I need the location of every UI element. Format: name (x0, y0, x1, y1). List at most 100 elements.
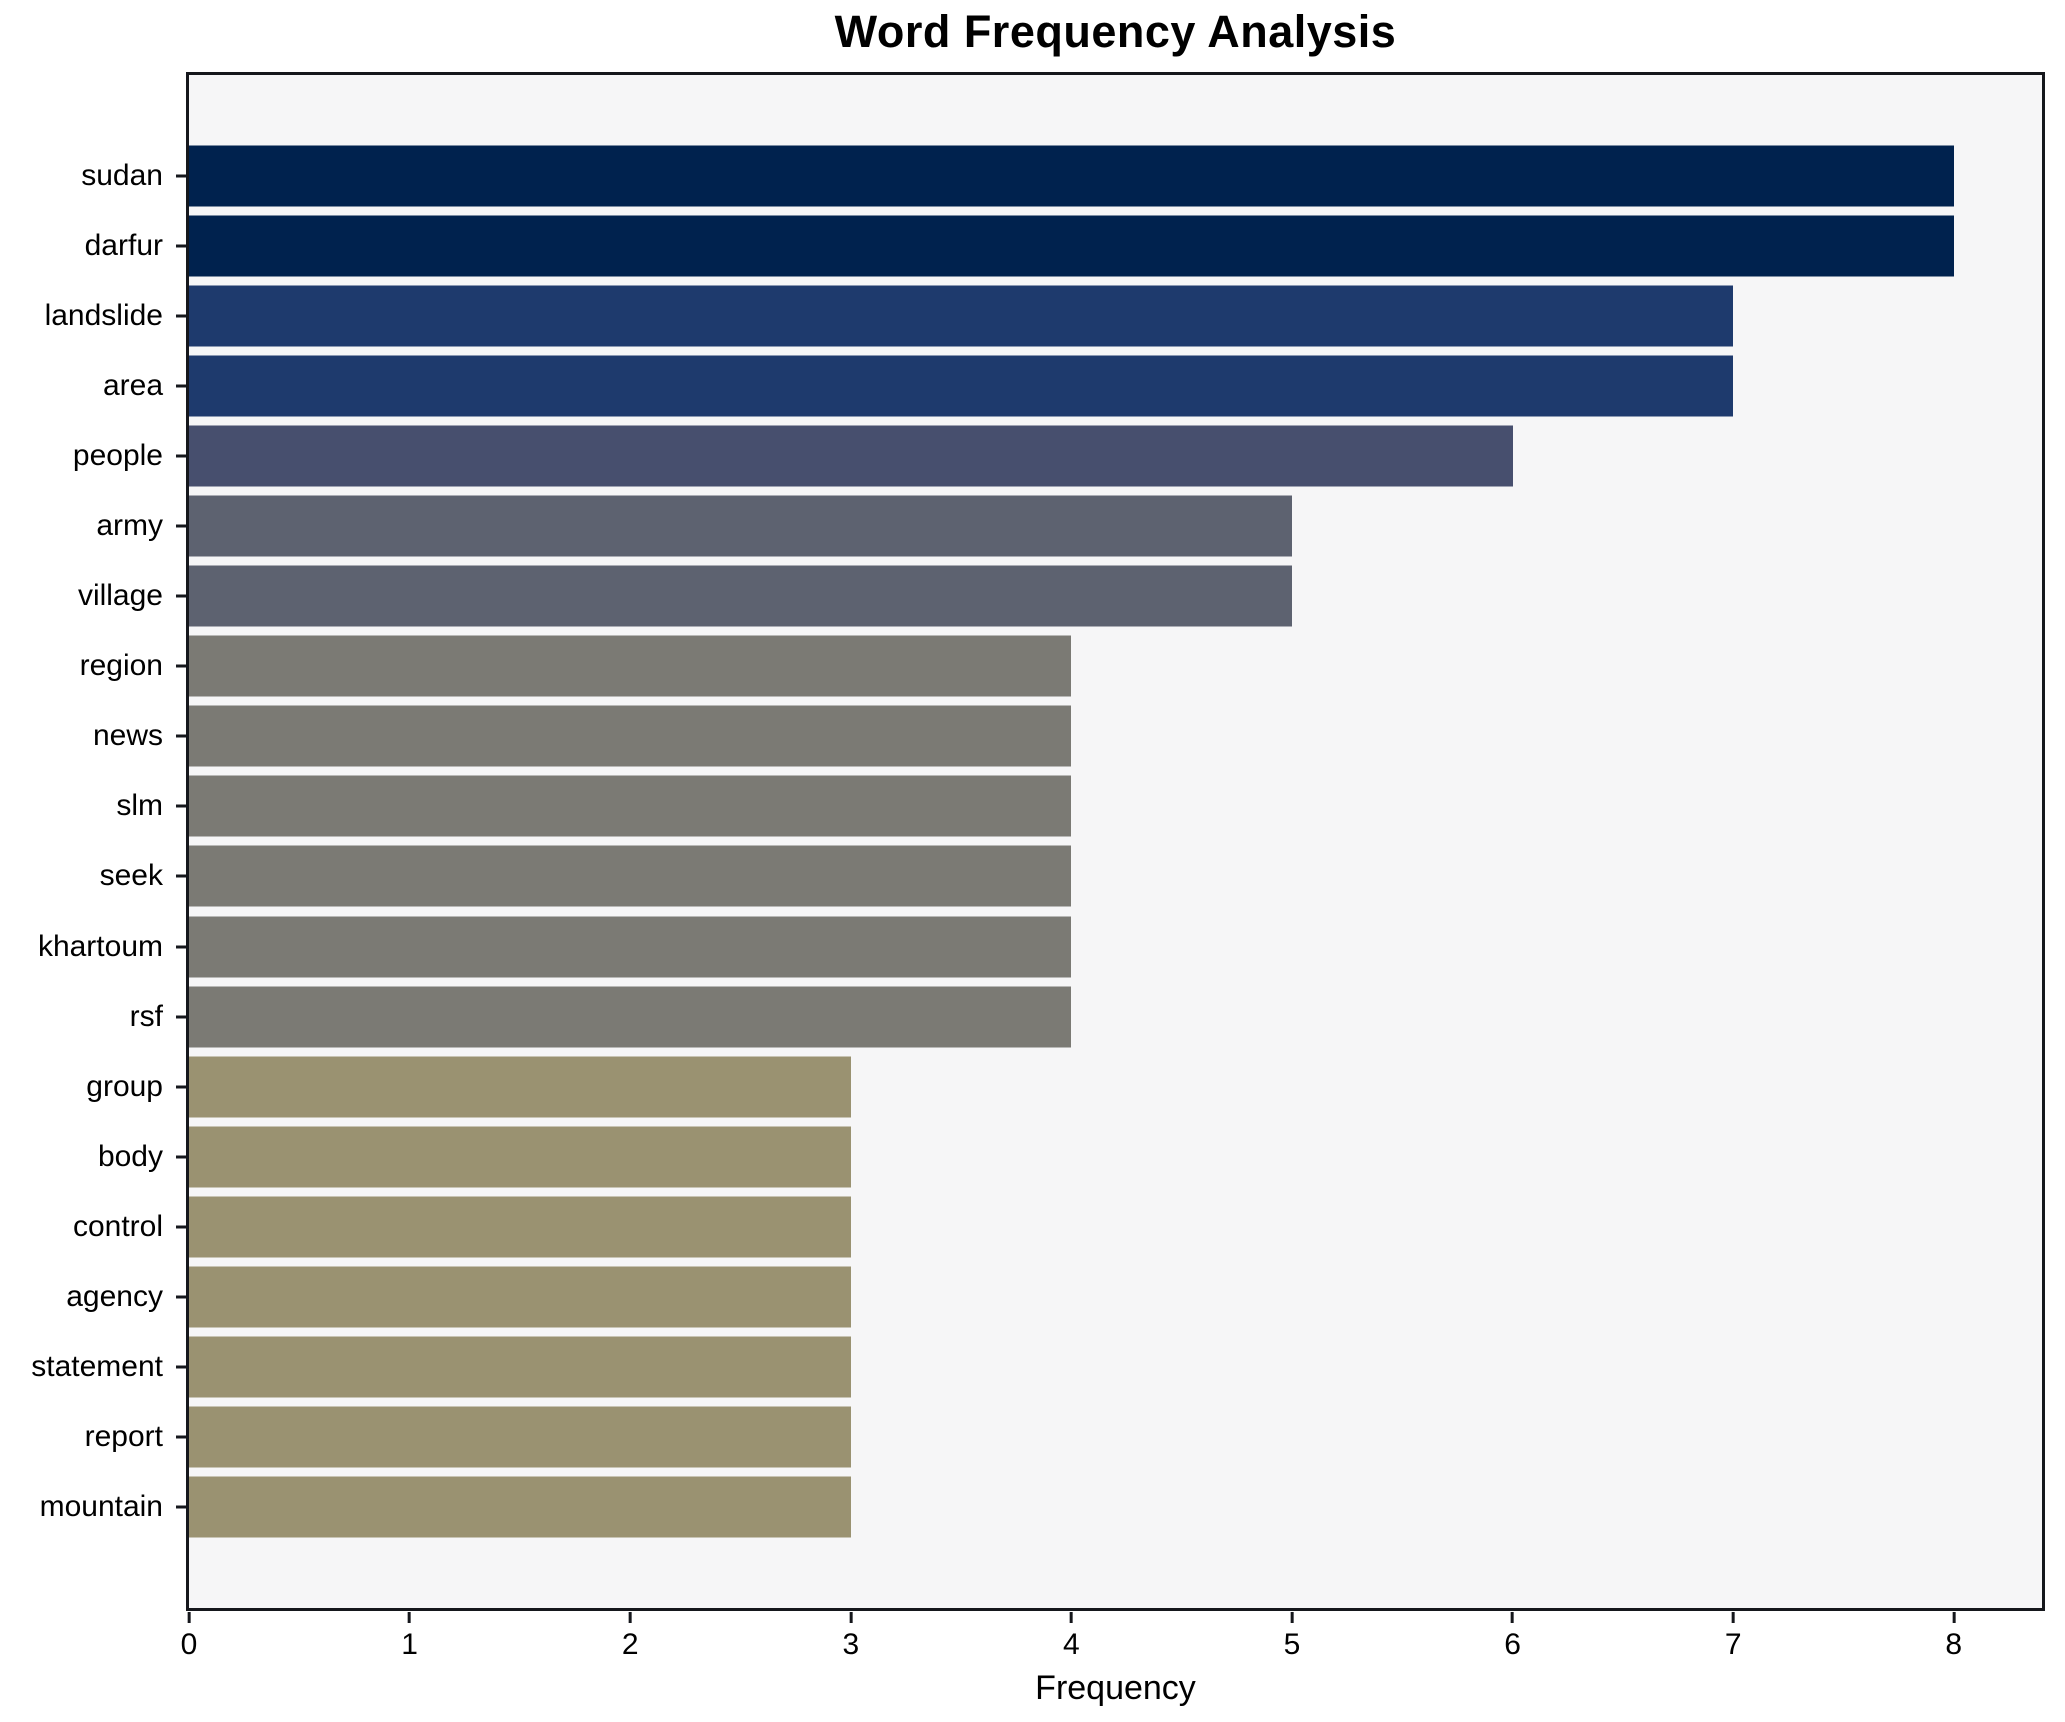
category-label: seek (99, 859, 163, 893)
bar-row: news (93, 701, 2042, 771)
category-label: statement (31, 1349, 163, 1383)
y-tick-mark (176, 804, 186, 808)
category-label: landslide (44, 299, 163, 333)
bar-row: area (103, 351, 2042, 421)
frequency-bar (189, 986, 1072, 1048)
y-tick-mark (176, 734, 186, 738)
x-tick-mark (408, 1612, 412, 1623)
category-label: body (97, 1139, 163, 1173)
frequency-bar (189, 355, 1734, 417)
x-tick-label: 4 (1063, 1628, 1080, 1661)
bar-row: rsf (130, 982, 2042, 1052)
y-tick-mark (176, 174, 186, 178)
category-label: army (96, 509, 163, 543)
bar-row: agency (66, 1262, 2042, 1332)
x-tick: 6 (1504, 1612, 1521, 1660)
x-tick-label: 6 (1504, 1628, 1521, 1661)
bar-row: army (96, 491, 2042, 561)
category-label: sudan (81, 159, 163, 193)
x-tick-label: 8 (1945, 1628, 1963, 1661)
category-label: area (102, 369, 163, 403)
bar-row: sudan (81, 141, 2042, 211)
frequency-bar (189, 1476, 851, 1538)
x-axis-ticks: 0 1 2 3 4 5 6 7 8 (181, 1612, 2042, 1676)
x-tick-mark (628, 1612, 632, 1623)
category-label: agency (66, 1279, 163, 1313)
category-label: control (72, 1209, 163, 1243)
y-tick-mark (176, 1435, 186, 1439)
x-tick: 3 (842, 1612, 859, 1660)
category-label: slm (116, 789, 163, 823)
frequency-bar (189, 845, 1072, 907)
y-tick-mark (176, 524, 186, 528)
x-tick: 8 (1945, 1612, 1962, 1660)
y-tick-mark (176, 1155, 186, 1159)
x-tick: 2 (622, 1612, 639, 1660)
frequency-bar (189, 1196, 851, 1258)
category-label: people (72, 439, 163, 473)
y-tick-mark (176, 1295, 186, 1299)
x-tick-label: 1 (401, 1628, 418, 1661)
bar-row: landslide (45, 281, 2042, 351)
frequency-bar (189, 425, 1513, 487)
x-tick-mark (1511, 1612, 1515, 1623)
bar-row: region (80, 631, 2042, 701)
y-tick-mark (176, 664, 186, 668)
x-tick: 7 (1725, 1612, 1742, 1660)
x-tick-mark (1290, 1612, 1294, 1623)
x-tick-label: 5 (1283, 1628, 1301, 1661)
x-tick-label: 7 (1724, 1628, 1742, 1661)
x-tick-mark (1731, 1612, 1735, 1623)
y-tick-mark (176, 1015, 186, 1019)
frequency-bar (189, 285, 1734, 347)
y-tick-mark (176, 384, 186, 388)
category-label: report (84, 1419, 163, 1453)
frequency-bar (189, 215, 1954, 277)
frequency-bar (189, 775, 1072, 837)
category-label: group (86, 1069, 163, 1103)
category-label: khartoum (37, 929, 163, 963)
frequency-bar (189, 145, 1954, 207)
category-label: news (92, 719, 163, 753)
bar-row: report (85, 1402, 2042, 1472)
x-tick-mark (1069, 1612, 1073, 1623)
bar-row: group (86, 1052, 2042, 1122)
x-tick: 0 (180, 1612, 198, 1661)
bar-row: statement (31, 1332, 2042, 1402)
frequency-bar (189, 916, 1072, 978)
frequency-bar (189, 1126, 851, 1188)
x-tick: 1 (401, 1612, 418, 1660)
y-tick-mark (176, 314, 186, 318)
y-tick-mark (176, 874, 186, 878)
x-tick-label: 0 (180, 1628, 198, 1661)
x-tick-mark (849, 1612, 853, 1623)
bar-row: slm (116, 771, 2042, 841)
frequency-bar (189, 495, 1292, 557)
bar-row: body (98, 1122, 2042, 1192)
frequency-bar (189, 565, 1292, 627)
y-tick-mark (176, 1225, 186, 1229)
plot-area: sudan darfur landslide area people army … (31, 72, 2045, 1611)
y-tick-mark (176, 244, 186, 248)
x-tick: 4 (1063, 1612, 1080, 1660)
y-tick-mark (176, 1365, 186, 1369)
category-label: region (79, 649, 163, 683)
bar-row: mountain (40, 1472, 2042, 1542)
x-tick-mark (1952, 1612, 1956, 1623)
category-label: village (77, 579, 163, 613)
bars-container: sudan darfur landslide area people army … (31, 75, 2042, 1608)
y-tick-mark (176, 945, 186, 949)
x-tick-mark (187, 1612, 191, 1623)
y-tick-mark (176, 1085, 186, 1089)
bar-row: khartoum (38, 912, 2042, 982)
frequency-bar (189, 635, 1072, 697)
chart-title: Word Frequency Analysis (834, 6, 1397, 57)
y-tick-mark (176, 1505, 186, 1509)
bar-row: village (78, 561, 2042, 631)
category-label: mountain (39, 1489, 163, 1523)
frequency-bar (189, 1406, 851, 1468)
bar-row: seek (100, 841, 2042, 911)
frequency-bar (189, 1336, 851, 1398)
x-tick-label: 2 (621, 1628, 639, 1661)
